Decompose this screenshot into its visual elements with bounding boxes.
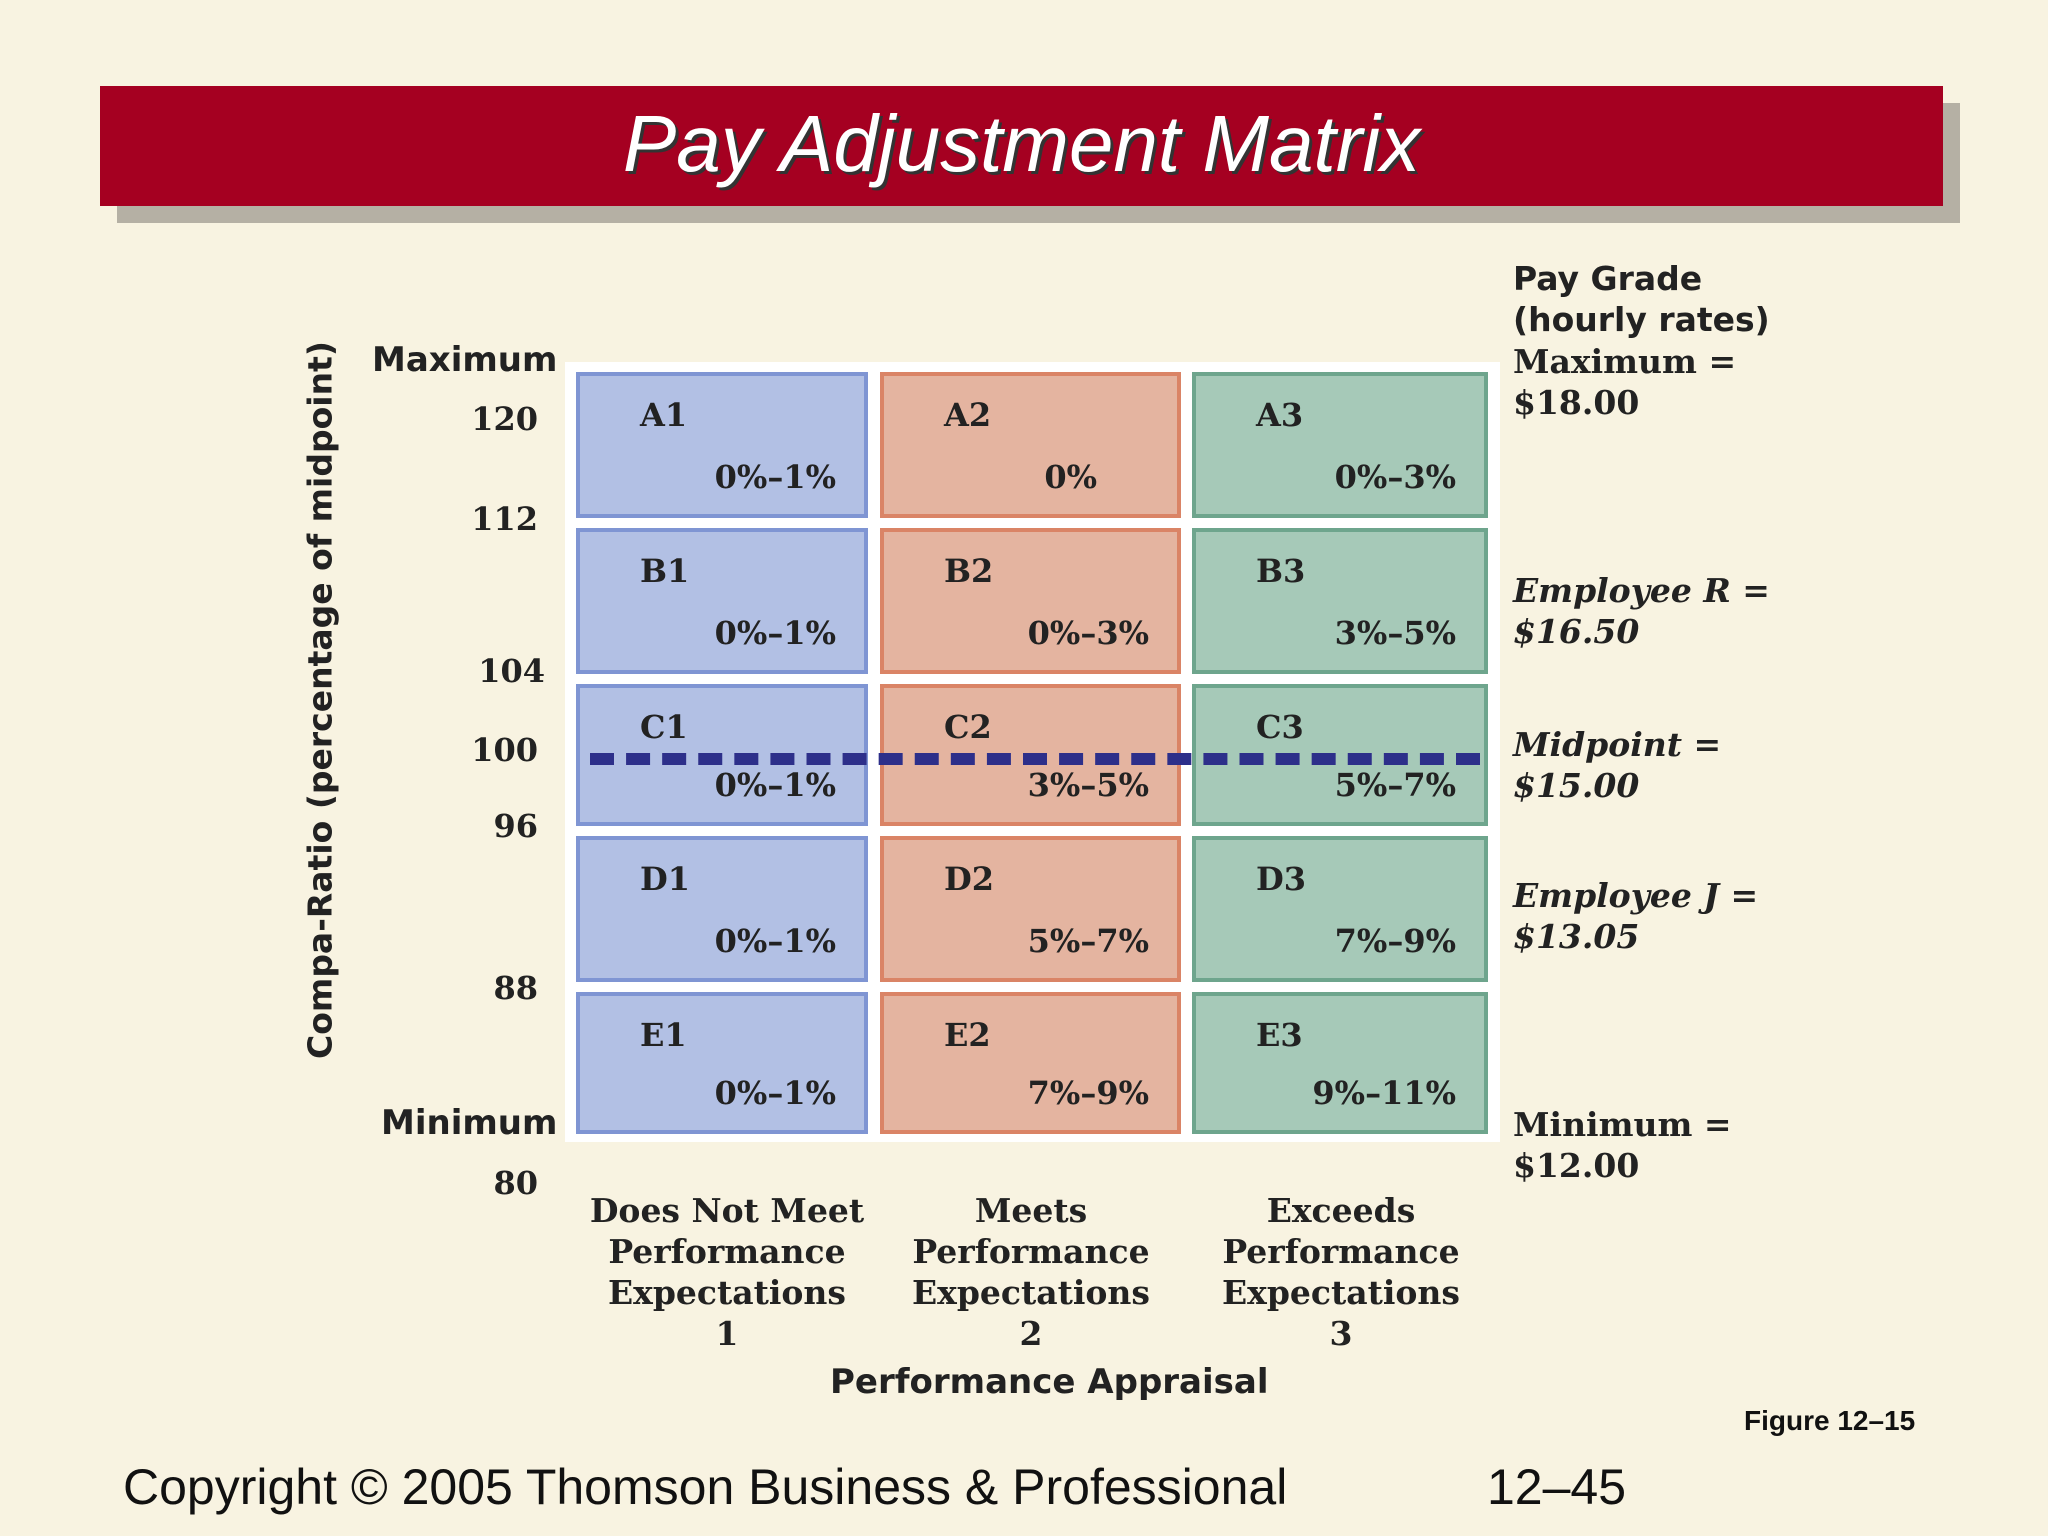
tick-80: 80 (493, 1164, 538, 1202)
cell-d3: D3 7%–9% (1192, 836, 1488, 982)
x-axis-label: Performance Appraisal (830, 1362, 1269, 1402)
x-category-1: Does Not Meet Performance Expectations 1 (589, 1191, 865, 1353)
tick-104: 104 (478, 652, 545, 690)
cell-label: A3 (1256, 396, 1304, 434)
cell-d2: D2 5%–7% (880, 836, 1181, 982)
cell-range: 0%–1% (714, 458, 836, 496)
pay-grade-minimum: Minimum = $12.00 (1513, 1105, 1732, 1185)
cell-range: 0%–1% (714, 614, 836, 652)
axis-min-label: Minimum (381, 1103, 558, 1143)
cell-label: C1 (640, 708, 688, 746)
cell-label: D3 (1256, 860, 1307, 898)
cell-range: 5%–7% (1334, 766, 1456, 804)
tick-120: 120 (471, 400, 538, 438)
tick-88: 88 (493, 969, 538, 1007)
pay-grade-employee-r: Employee R = $16.50 (1513, 571, 1770, 651)
pay-grade-midpoint: Midpoint = $15.00 (1513, 725, 1722, 805)
cell-range: 3%–5% (1334, 614, 1456, 652)
cell-label: D1 (640, 860, 691, 898)
cell-range: 9%–11% (1312, 1074, 1456, 1112)
tick-112: 112 (471, 500, 538, 538)
pay-grade-employee-j: Employee J = $13.05 (1513, 876, 1759, 956)
cell-b2: B2 0%–3% (880, 528, 1181, 674)
cell-range: 0%–3% (1027, 614, 1149, 652)
pay-grade-maximum: Maximum = $18.00 (1513, 342, 1737, 422)
cell-label: D2 (944, 860, 995, 898)
title-banner: Pay Adjustment Matrix (100, 86, 1943, 206)
x-category-3: Exceeds Performance Expectations 3 (1222, 1191, 1460, 1353)
cell-range: 7%–9% (1334, 922, 1456, 960)
cell-label: E2 (944, 1016, 991, 1054)
cell-label: E3 (1256, 1016, 1303, 1054)
cell-e2: E2 7%–9% (880, 992, 1181, 1134)
cell-label: B1 (640, 552, 690, 590)
copyright-text: Copyright © 2005 Thomson Business & Prof… (123, 1459, 1288, 1515)
x-category-2: Meets Performance Expectations 2 (912, 1191, 1150, 1353)
cell-range: 0%–1% (714, 766, 836, 804)
cell-a2: A2 0% (880, 372, 1181, 518)
cell-label: B2 (944, 552, 994, 590)
cell-range: 0% (1044, 458, 1097, 496)
cell-label: B3 (1256, 552, 1306, 590)
figure-label: Figure 12–15 (1744, 1405, 1916, 1436)
axis-max-label: Maximum (372, 340, 558, 380)
cell-range: 3%–5% (1027, 766, 1149, 804)
cell-range: 0%–1% (714, 922, 836, 960)
cell-a1: A1 0%–1% (576, 372, 868, 518)
y-axis-label: Compa-Ratio (percentage of midpoint) (300, 341, 340, 1059)
cell-e1: E1 0%–1% (576, 992, 868, 1134)
tick-100: 100 (471, 731, 538, 769)
cell-label: C3 (1256, 708, 1304, 746)
cell-label: C2 (944, 708, 992, 746)
cell-label: A1 (640, 396, 688, 434)
cell-range: 0%–1% (714, 1074, 836, 1112)
cell-range: 5%–7% (1027, 922, 1149, 960)
tick-96: 96 (493, 807, 538, 845)
cell-d1: D1 0%–1% (576, 836, 868, 982)
cell-label: E1 (640, 1016, 687, 1054)
slide-title: Pay Adjustment Matrix (622, 99, 1421, 188)
pay-grade-header: Pay Grade (hourly rates) (1513, 259, 1770, 339)
midpoint-dashed-line (590, 753, 1480, 765)
cell-e3: E3 9%–11% (1192, 992, 1488, 1134)
cell-a3: A3 0%–3% (1192, 372, 1488, 518)
page-number: 12–45 (1487, 1459, 1627, 1515)
cell-b3: B3 3%–5% (1192, 528, 1488, 674)
cell-b1: B1 0%–1% (576, 528, 868, 674)
cell-range: 7%–9% (1027, 1074, 1149, 1112)
cell-label: A2 (944, 396, 992, 434)
cell-range: 0%–3% (1334, 458, 1456, 496)
